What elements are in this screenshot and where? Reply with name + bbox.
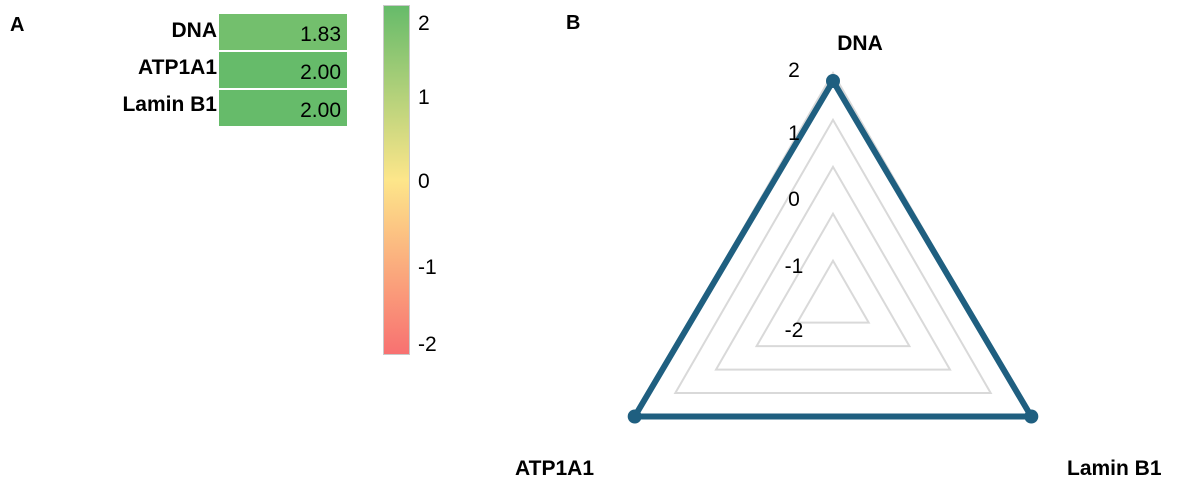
radar-point-atp1a1 <box>627 409 642 424</box>
radar-axis-label-atp1a1: ATP1A1 <box>515 457 594 480</box>
colorbar-tick-0: 0 <box>418 170 430 193</box>
heatmap-cell-atp1a1: 2.00 <box>219 52 347 88</box>
colorbar-tick-minus-1: -1 <box>418 256 437 279</box>
radar-point-dna <box>826 74 840 88</box>
radar-grid-ring <box>632 70 1034 418</box>
radar-point-lamin-b1 <box>1024 409 1039 424</box>
heatmap-value-lamin-b1: 2.00 <box>300 99 341 122</box>
panel-label-b: B <box>566 12 581 34</box>
radar-series-polygon <box>631 78 1035 420</box>
radar-tick-2: 2 <box>788 59 800 82</box>
radar-points <box>627 74 1039 424</box>
radar-grid-ring <box>754 211 912 348</box>
colorbar-tick-2: 2 <box>418 12 430 35</box>
heatmap-colorbar <box>383 5 410 355</box>
panel-label-a: A <box>10 14 25 36</box>
radar-grid <box>632 70 1034 418</box>
radar-tick-minus-2: -2 <box>785 319 804 342</box>
radar-grid-ring <box>714 164 952 371</box>
radar-axis-label-dna: DNA <box>837 32 883 55</box>
radar-tick-1: 1 <box>788 122 800 145</box>
radar-tick-minus-1: -1 <box>785 255 804 278</box>
colorbar-tick-minus-2: -2 <box>418 333 437 356</box>
radar-axis-label-lamin-b1: Lamin B1 <box>1067 457 1162 480</box>
heatmap-value-atp1a1: 2.00 <box>300 61 341 84</box>
radar-tick-0: 0 <box>788 188 800 211</box>
heatmap-row-label-lamin-b1: Lamin B1 <box>122 93 217 116</box>
heatmap-cell-dna: 1.83 <box>219 14 347 50</box>
heatmap-row-label-atp1a1: ATP1A1 <box>138 56 217 79</box>
heatmap-cell-lamin-b1: 2.00 <box>219 90 347 126</box>
radar-grid-ring <box>673 117 993 394</box>
heatmap-value-dna: 1.83 <box>300 23 341 46</box>
colorbar-tick-1: 1 <box>418 86 430 109</box>
heatmap-row-label-dna: DNA <box>171 19 218 42</box>
radar-grid-ring <box>795 258 871 324</box>
